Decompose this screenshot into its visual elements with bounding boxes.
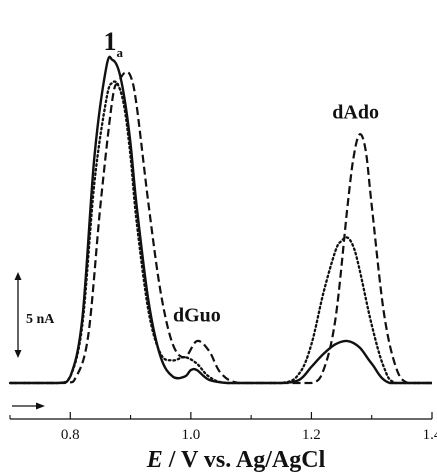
series-line-dashed [10, 70, 432, 385]
peak-label-1a-base: 1 [104, 27, 117, 56]
x-tick-label: 1.0 [181, 427, 200, 443]
x-tick-label: 1.2 [302, 427, 321, 443]
sweep-direction-arrow-icon [12, 402, 45, 410]
x-axis-title: E / V vs. Ag/AgCl [146, 447, 326, 473]
x-axis: 0.8 1.0 1.2 1.4 [9, 412, 437, 443]
series-line-dotted [8, 80, 434, 385]
scale-bar-label: 5 nA [26, 312, 55, 327]
x-axis-ticks: 0.8 1.0 1.2 1.4 [9, 412, 437, 443]
current-scale-bar: 5 nA [14, 272, 55, 358]
x-tick-label: 1.4 [423, 427, 437, 443]
x-axis-title-variable: E [146, 447, 163, 473]
peak-label-1a: 1a [104, 27, 124, 60]
peak-label-dguo: dGuo [173, 304, 221, 326]
series-line-solid [10, 55, 432, 385]
x-tick-label: 0.8 [61, 427, 80, 443]
series-layer [8, 55, 434, 385]
x-axis-title-rest: / V vs. Ag/AgCl [163, 447, 326, 473]
peak-label-1a-subscript: a [117, 45, 124, 60]
annotation-layer: 1a dGuo dAdo [104, 27, 380, 326]
peak-label-dado: dAdo [332, 101, 379, 123]
